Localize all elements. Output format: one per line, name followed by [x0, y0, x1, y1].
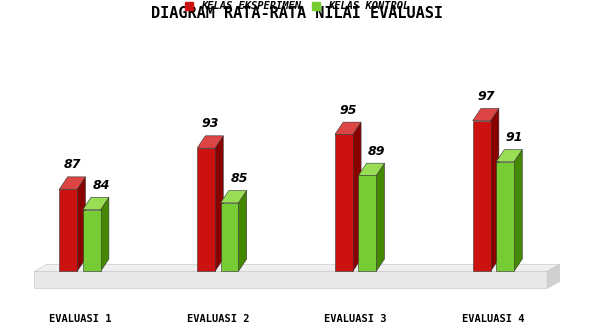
Text: 97: 97: [477, 90, 495, 103]
Polygon shape: [353, 122, 361, 271]
Legend: KELAS EKSPERIMEN, KELAS KONTROL: KELAS EKSPERIMEN, KELAS KONTROL: [185, 1, 409, 11]
Polygon shape: [34, 271, 547, 288]
Polygon shape: [358, 163, 384, 175]
Polygon shape: [376, 163, 384, 271]
Polygon shape: [514, 150, 522, 271]
Polygon shape: [496, 162, 514, 271]
Text: 95: 95: [339, 104, 357, 117]
Polygon shape: [547, 264, 560, 288]
Polygon shape: [77, 177, 86, 271]
Text: 84: 84: [93, 179, 110, 192]
Polygon shape: [491, 109, 499, 271]
Polygon shape: [473, 121, 491, 271]
Polygon shape: [220, 203, 238, 271]
Polygon shape: [83, 210, 100, 271]
Text: 89: 89: [368, 145, 386, 158]
Polygon shape: [358, 175, 376, 271]
Polygon shape: [335, 134, 353, 271]
Text: 85: 85: [230, 172, 248, 185]
Polygon shape: [238, 191, 247, 271]
Polygon shape: [83, 197, 109, 210]
Text: 91: 91: [506, 131, 523, 144]
Polygon shape: [197, 148, 215, 271]
Polygon shape: [59, 177, 86, 189]
Polygon shape: [197, 136, 223, 148]
Polygon shape: [473, 109, 499, 121]
Title: DIAGRAM RATA-RATA NILAI EVALUASI: DIAGRAM RATA-RATA NILAI EVALUASI: [151, 6, 443, 21]
Polygon shape: [59, 189, 77, 271]
Polygon shape: [220, 191, 247, 203]
Polygon shape: [496, 150, 522, 162]
Polygon shape: [335, 122, 361, 134]
Polygon shape: [100, 197, 109, 271]
Polygon shape: [34, 264, 560, 271]
Polygon shape: [215, 136, 223, 271]
Text: 93: 93: [201, 117, 219, 130]
Text: 87: 87: [64, 158, 81, 172]
